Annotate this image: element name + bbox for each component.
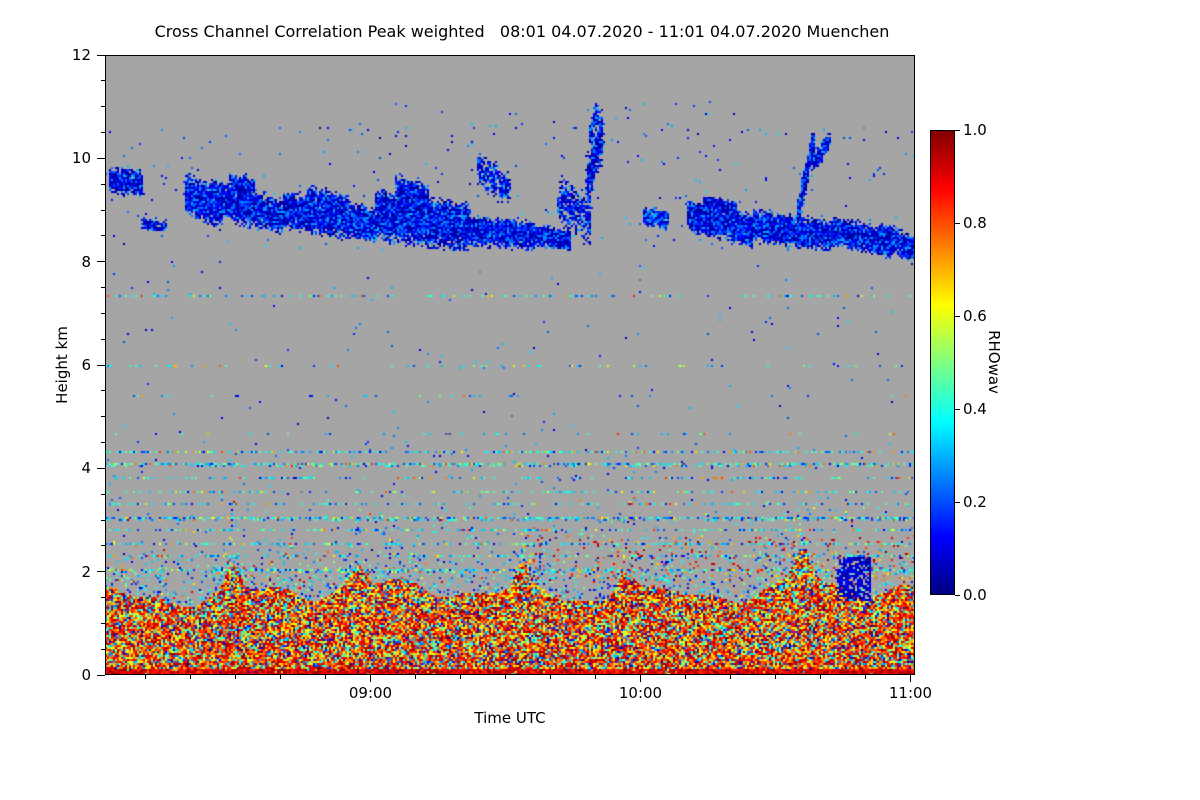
x-tick-label: 09:00: [348, 684, 393, 702]
x-minor-tick: [595, 675, 596, 679]
x-minor-tick: [775, 675, 776, 679]
x-minor-tick: [460, 675, 461, 679]
x-minor-tick: [865, 675, 866, 679]
heatmap-canvas: [105, 55, 915, 675]
chart-title: Cross Channel Correlation Peak weighted …: [154, 22, 890, 41]
y-tick-label: 10: [71, 149, 91, 168]
y-tick-label: 0: [81, 666, 91, 684]
y-minor-tick: [101, 183, 105, 185]
colorbar-tick-label: 0.4: [963, 400, 987, 418]
y-minor-tick: [101, 519, 105, 521]
y-tick: [97, 571, 105, 573]
y-tick: [97, 674, 105, 676]
y-tick: [97, 157, 105, 159]
x-minor-tick: [820, 675, 821, 679]
x-minor-tick: [550, 675, 551, 679]
y-tick: [97, 261, 105, 263]
y-tick-label: 2: [81, 562, 91, 581]
colorbar-tick: [955, 501, 960, 503]
colorbar-tick: [955, 222, 960, 224]
colorbar-tick-label: 0.6: [963, 307, 987, 325]
x-minor-tick: [415, 675, 416, 679]
x-tick-label: 10:00: [618, 684, 663, 702]
colorbar-tick: [955, 408, 960, 410]
colorbar-tick-label: 0.2: [963, 493, 987, 511]
x-tick: [910, 675, 911, 682]
x-minor-tick: [190, 675, 191, 679]
y-minor-tick: [101, 80, 105, 82]
y-tick-label: 4: [81, 459, 91, 478]
x-minor-tick: [145, 675, 146, 679]
x-minor-tick: [685, 675, 686, 679]
y-tick-label: 8: [81, 252, 91, 271]
colorbar-tick: [955, 129, 960, 131]
colorbar-tick-label: 0.8: [963, 214, 987, 232]
x-tick: [370, 675, 371, 682]
colorbar-canvas: [930, 130, 955, 595]
y-minor-tick: [101, 648, 105, 650]
y-minor-tick: [101, 287, 105, 288]
y-minor-tick: [101, 622, 105, 624]
y-minor-tick: [101, 597, 105, 598]
y-minor-tick: [101, 338, 105, 340]
x-minor-tick: [730, 675, 731, 679]
x-tick: [640, 675, 641, 682]
y-minor-tick: [101, 312, 105, 314]
x-minor-tick: [235, 675, 236, 679]
y-tick-label: 6: [81, 356, 91, 374]
x-minor-tick: [325, 675, 326, 679]
y-minor-tick: [101, 416, 105, 418]
y-tick: [97, 467, 105, 469]
y-minor-tick: [101, 493, 105, 495]
y-tick: [97, 54, 105, 56]
y-minor-tick: [101, 390, 105, 392]
y-tick-label: 12: [71, 46, 91, 64]
y-minor-tick: [101, 235, 105, 237]
y-minor-tick: [101, 132, 105, 133]
y-minor-tick: [101, 545, 105, 547]
y-minor-tick: [101, 442, 105, 443]
colorbar-tick: [955, 594, 960, 596]
y-minor-tick: [101, 209, 105, 211]
colorbar-tick-label: 1.0: [963, 121, 987, 139]
x-tick-label: 11:00: [888, 684, 933, 702]
colorbar-tick-label: 0.0: [963, 586, 987, 604]
x-minor-tick: [505, 675, 506, 679]
colorbar-tick: [955, 315, 960, 317]
x-minor-tick: [280, 675, 281, 679]
colorbar-label: RHOwav: [985, 330, 1003, 394]
y-tick: [97, 364, 105, 366]
y-minor-tick: [101, 106, 105, 108]
x-axis-label: Time UTC: [474, 709, 546, 727]
